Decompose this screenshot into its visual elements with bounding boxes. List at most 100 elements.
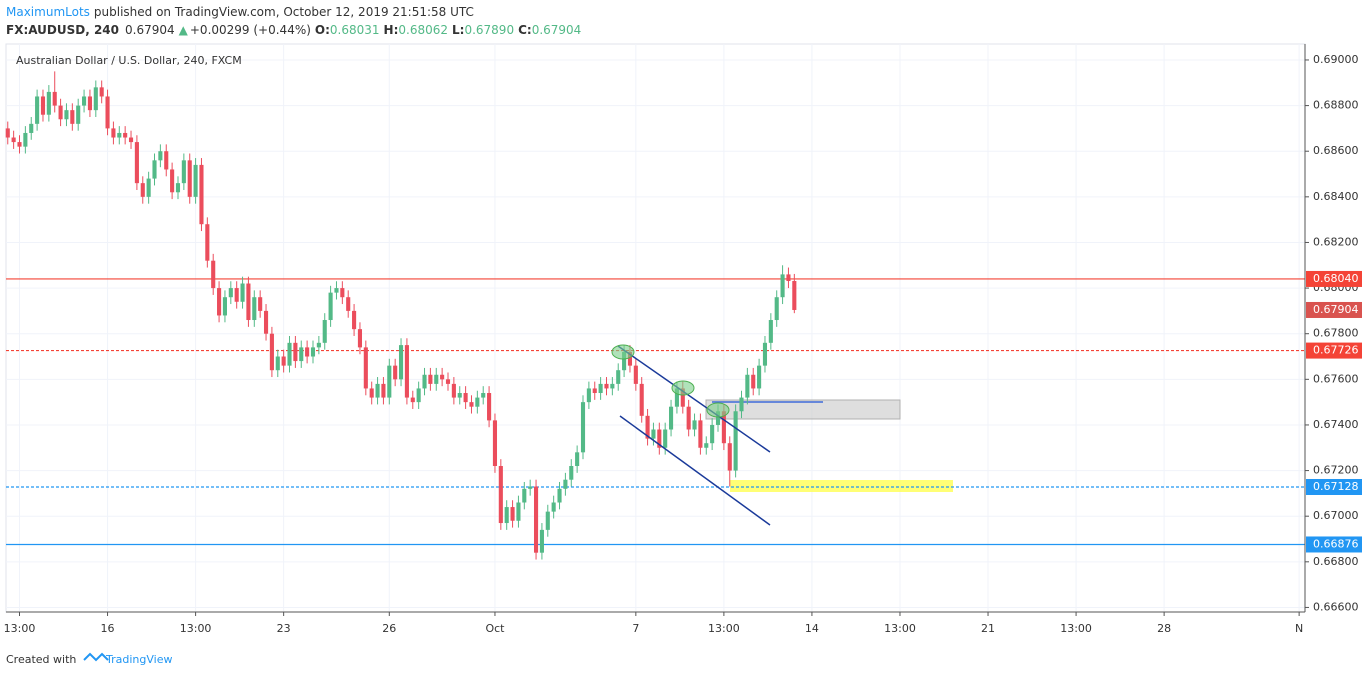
- candle-body: [193, 164, 198, 197]
- candle-body: [269, 333, 274, 371]
- candle-body: [762, 342, 768, 366]
- candle-body: [651, 429, 656, 439]
- candle-body: [475, 397, 480, 407]
- candle-body: [310, 347, 316, 357]
- price-tag: [1306, 478, 1362, 495]
- candle-body: [639, 383, 644, 416]
- candle-body: [745, 374, 750, 398]
- candle-body: [105, 96, 110, 129]
- candle-body: [146, 178, 151, 197]
- candle-body: [322, 320, 327, 343]
- candle-body: [598, 383, 603, 394]
- x-tick-label: 13:00: [1060, 622, 1092, 635]
- x-tick-label: 13:00: [4, 622, 36, 635]
- candle-body: [199, 164, 204, 225]
- candle-body: [393, 365, 398, 380]
- candle-body: [170, 169, 175, 193]
- candle-body: [727, 443, 732, 471]
- candle-body: [469, 402, 474, 407]
- author[interactable]: MaximumLots: [6, 5, 90, 19]
- price-tag: [1306, 301, 1362, 318]
- last: 0.67904: [125, 23, 175, 37]
- candle-body: [334, 288, 339, 293]
- candle-body: [240, 283, 245, 302]
- o-label: O:: [315, 23, 330, 37]
- price-tag-label: 0.67128: [1313, 480, 1359, 493]
- candle-body: [457, 393, 462, 398]
- price-tag-label: 0.67904: [1313, 303, 1359, 316]
- brand[interactable]: TradingView: [105, 653, 172, 666]
- candle-body: [539, 529, 544, 553]
- x-tick-label: 13:00: [708, 622, 740, 635]
- candle-body: [175, 183, 181, 193]
- candles: [5, 71, 797, 560]
- price-tag: [1306, 342, 1362, 359]
- candle-body: [299, 347, 304, 362]
- c-value: 0.67904: [532, 23, 582, 37]
- candle-body: [674, 388, 679, 407]
- levels: [6, 278, 1305, 546]
- candle-body: [70, 110, 75, 124]
- candle-body: [522, 488, 527, 503]
- candle-body: [575, 452, 580, 467]
- candle-body: [93, 87, 98, 111]
- candle-body: [616, 370, 621, 384]
- candle-body: [669, 406, 674, 430]
- candle-body: [369, 388, 374, 398]
- candle-body: [246, 283, 251, 321]
- candle-body: [222, 297, 228, 316]
- candle-body: [751, 374, 756, 389]
- candle-body: [111, 128, 116, 138]
- axes: 0.66600 0.66800 0.67000 0.67200 0.67400 0.676…: [4, 44, 1362, 635]
- x-tick-label: N: [1295, 622, 1303, 635]
- candle-body: [551, 502, 556, 512]
- candle-body: [663, 429, 668, 448]
- candle-body: [698, 420, 703, 448]
- candle-body: [275, 356, 280, 371]
- candle-body: [492, 420, 498, 467]
- candle-body: [428, 374, 433, 384]
- candle-body: [258, 297, 263, 311]
- candle-body: [5, 128, 10, 138]
- candle-body: [528, 486, 533, 489]
- x-tick-label: 13:00: [180, 622, 212, 635]
- candle-body: [305, 347, 310, 357]
- candle-body: [217, 288, 222, 316]
- price-tag-label: 0.67726: [1313, 344, 1359, 357]
- candle-body: [545, 511, 550, 530]
- candle-body: [451, 383, 456, 398]
- price-tag: [1306, 270, 1362, 287]
- arrow: ▲: [179, 23, 189, 37]
- l-value: 0.67890: [464, 23, 514, 37]
- price-tag: [1306, 536, 1362, 553]
- candle-body: [440, 374, 445, 380]
- candle-body: [757, 365, 762, 389]
- candle-body: [533, 486, 539, 553]
- candle-body: [445, 379, 451, 384]
- candle-body: [774, 297, 779, 321]
- candle-body: [375, 383, 380, 398]
- candle-body: [58, 105, 63, 120]
- x-tick-label: 21: [981, 622, 995, 635]
- candle-body: [211, 260, 216, 289]
- candle-body: [117, 132, 122, 138]
- candle-body: [123, 132, 128, 138]
- l-label: L:: [452, 23, 464, 37]
- candle-body: [627, 351, 633, 366]
- candle-body: [99, 87, 104, 97]
- candle-body: [645, 415, 650, 439]
- overlay: [611, 344, 771, 526]
- candle-body: [580, 402, 586, 453]
- y-tick-label: 0.66600: [1313, 600, 1359, 613]
- candle-body: [557, 488, 562, 503]
- y-tick-label: 0.68200: [1313, 235, 1359, 248]
- candle-body: [17, 142, 22, 147]
- change: +0.00299 (+0.44%): [190, 23, 311, 37]
- candle-body: [516, 502, 521, 521]
- candle-body: [404, 345, 409, 398]
- candle-body: [410, 397, 415, 403]
- candle-body: [346, 297, 351, 311]
- candle-body: [76, 105, 81, 124]
- candle-body: [328, 292, 333, 321]
